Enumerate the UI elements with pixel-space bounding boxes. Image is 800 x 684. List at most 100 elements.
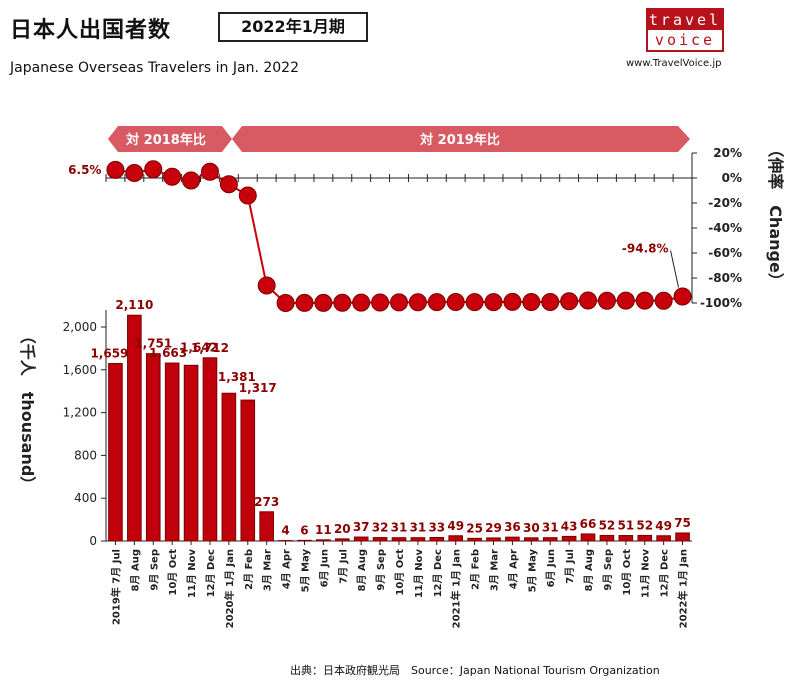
change-point (616, 291, 635, 310)
category-label: 2022年 1月 Jan (677, 549, 690, 628)
logo-line-voice: voice (648, 30, 722, 50)
category-label: 7月 Jul (337, 549, 349, 584)
bar-value-label: 1,659 (90, 346, 128, 360)
change-point (257, 276, 276, 295)
bar-value-label: 36 (504, 520, 521, 534)
bar-value-label: 52 (599, 518, 616, 532)
bar (145, 353, 161, 542)
bar-value-label: 66 (580, 517, 597, 531)
bar-y-tick-label: 0 (89, 534, 97, 548)
bar-value-label: 29 (485, 521, 502, 535)
page-title: 日本人出国者数 (10, 18, 172, 43)
banner-2018 (108, 126, 232, 152)
category-label: 2019年 7月 Jul (109, 549, 122, 625)
change-label: -94.8% (622, 242, 669, 256)
bar-value-label: 75 (674, 516, 691, 530)
period-badge: 2022年1月期 (218, 12, 368, 42)
bar-value-label: 37 (353, 520, 370, 534)
line-x-ticks (105, 174, 693, 182)
bar-value-label: 32 (372, 521, 389, 535)
bar (505, 536, 520, 542)
change-point (579, 291, 598, 310)
bar (202, 357, 218, 542)
bar (561, 535, 577, 542)
source-note: 出典：日本政府観光局 Source：Japan National Tourism… (290, 664, 660, 677)
bar-value-label: 20 (334, 522, 351, 536)
change-labels: 6.5% -94.8% (68, 163, 680, 288)
category-label: 9月 Sep (375, 549, 387, 591)
category-label: 6月 Jun (318, 549, 330, 587)
line-y-tick-label: -60% (708, 246, 742, 260)
bar (240, 399, 256, 542)
line-y-tick-label: -40% (708, 221, 742, 235)
bar (372, 537, 388, 542)
category-label: 3月 Mar (489, 549, 501, 591)
bar (410, 537, 426, 542)
change-point (390, 293, 408, 312)
change-point (219, 175, 238, 194)
category-label: 9月 Sep (602, 549, 614, 591)
bar (618, 535, 634, 542)
change-point (465, 293, 484, 312)
bar-y-tick-label: 2,000 (63, 320, 97, 334)
change-point (408, 293, 427, 312)
change-points (106, 160, 692, 312)
change-point (295, 293, 314, 312)
category-label: 2021年 1月 Jan (450, 549, 463, 628)
bar-y-tick-label: 400 (74, 491, 97, 505)
bar-value-label: 1,663 (149, 346, 187, 360)
travelvoice-logo[interactable]: travel voice (646, 8, 724, 52)
bars (108, 314, 690, 542)
bar-value-label: 11 (315, 523, 332, 537)
bar-value-label: 1,381 (218, 370, 256, 384)
line-y-tick-label: -80% (708, 271, 742, 285)
change-point (635, 291, 654, 310)
line-y-tick-label: 0% (722, 171, 742, 185)
category-label: 5月 May (526, 549, 538, 593)
change-line (115, 168, 683, 305)
bar-y-tick-label: 1,600 (63, 363, 97, 377)
bar-value-label: 31 (391, 521, 408, 535)
change-point (182, 171, 201, 190)
change-point (163, 167, 182, 186)
bar-y-tick-label: 1,200 (63, 406, 97, 420)
bar (164, 362, 180, 542)
bar (391, 537, 407, 542)
bar-value-label: 49 (655, 519, 672, 533)
category-label: 4月 Apr (507, 549, 519, 589)
bar (448, 535, 464, 542)
line-y-tick-label: -100% (700, 296, 742, 310)
change-label-leader (670, 250, 680, 288)
bar (334, 538, 350, 542)
logo-line-travel: travel (648, 10, 722, 30)
bar (524, 537, 539, 542)
bar (429, 536, 445, 542)
bar-value-label: 273 (254, 495, 279, 509)
category-label: 10月 Oct (167, 549, 179, 596)
bar (108, 362, 123, 542)
bar (316, 539, 331, 542)
page-subtitle: Japanese Overseas Travelers in Jan. 2022 (10, 60, 299, 76)
category-label: 3月 Mar (262, 549, 274, 591)
category-label: 5月 May (299, 549, 311, 593)
change-point (560, 292, 579, 311)
bar (542, 537, 558, 542)
bar (599, 534, 615, 542)
category-label: 2020年 1月 Jan (223, 549, 236, 628)
category-label: 2月 Feb (470, 549, 482, 590)
bar (486, 537, 501, 542)
bar-value-label: 30 (523, 521, 540, 535)
change-point (314, 293, 333, 312)
bar-value-label: 25 (466, 521, 483, 535)
change-point (106, 160, 125, 179)
category-label: 2月 Feb (243, 549, 255, 590)
logo-url[interactable]: www.TravelVoice.jp (626, 58, 722, 69)
banner-2019-label: 対 2019年比 (419, 132, 500, 148)
category-label: 10月 Oct (394, 549, 406, 596)
bar (637, 534, 653, 542)
banner-2018-label: 対 2018年比 (125, 132, 206, 148)
change-point (200, 162, 219, 181)
bar (656, 535, 671, 542)
